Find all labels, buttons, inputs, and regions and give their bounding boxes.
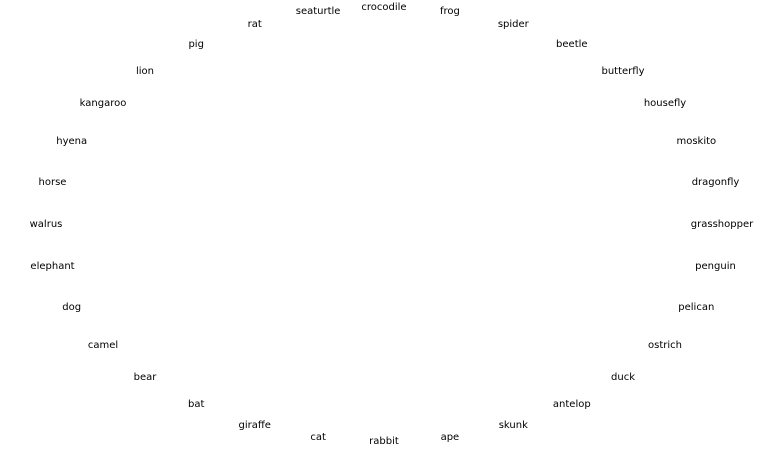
node-label-horse: horse: [38, 176, 67, 188]
node-label-spider: spider: [497, 18, 529, 30]
node-label-elephant: elephant: [30, 261, 75, 273]
node-label-dragonfly: dragonfly: [691, 176, 740, 188]
node-label-kangaroo: kangaroo: [79, 98, 127, 110]
node-label-housefly: housefly: [643, 98, 687, 110]
node-label-ape: ape: [440, 431, 460, 443]
node-label-rat: rat: [247, 18, 262, 30]
node-label-cat: cat: [310, 431, 326, 443]
node-label-duck: duck: [611, 372, 635, 384]
node-label-bear: bear: [133, 372, 157, 384]
node-label-dog: dog: [62, 302, 82, 313]
node-label-lion: lion: [135, 65, 155, 77]
node-label-moskito: moskito: [676, 136, 717, 147]
node-label-walrus: walrus: [29, 219, 63, 230]
node-label-skunk: skunk: [498, 419, 528, 431]
node-label-grasshopper: grasshopper: [690, 219, 754, 230]
node-label-pig: pig: [188, 38, 204, 50]
node-label-hyena: hyena: [56, 136, 88, 147]
node-label-beetle: beetle: [556, 38, 588, 50]
node-label-seaturtle: seaturtle: [295, 6, 341, 18]
node-label-crocodile: crocodile: [361, 2, 407, 13]
node-label-bat: bat: [187, 399, 205, 411]
node-label-rabbit: rabbit: [369, 436, 399, 447]
node-label-ostrich: ostrich: [648, 339, 682, 351]
node-label-frog: frog: [439, 6, 460, 18]
node-label-antelop: antelop: [552, 399, 591, 411]
node-label-pelican: pelican: [678, 302, 715, 313]
node-label-butterfly: butterfly: [601, 65, 645, 77]
node-label-penguin: penguin: [695, 261, 736, 273]
node-label-camel: camel: [87, 339, 119, 351]
node-label-giraffe: giraffe: [238, 419, 271, 431]
